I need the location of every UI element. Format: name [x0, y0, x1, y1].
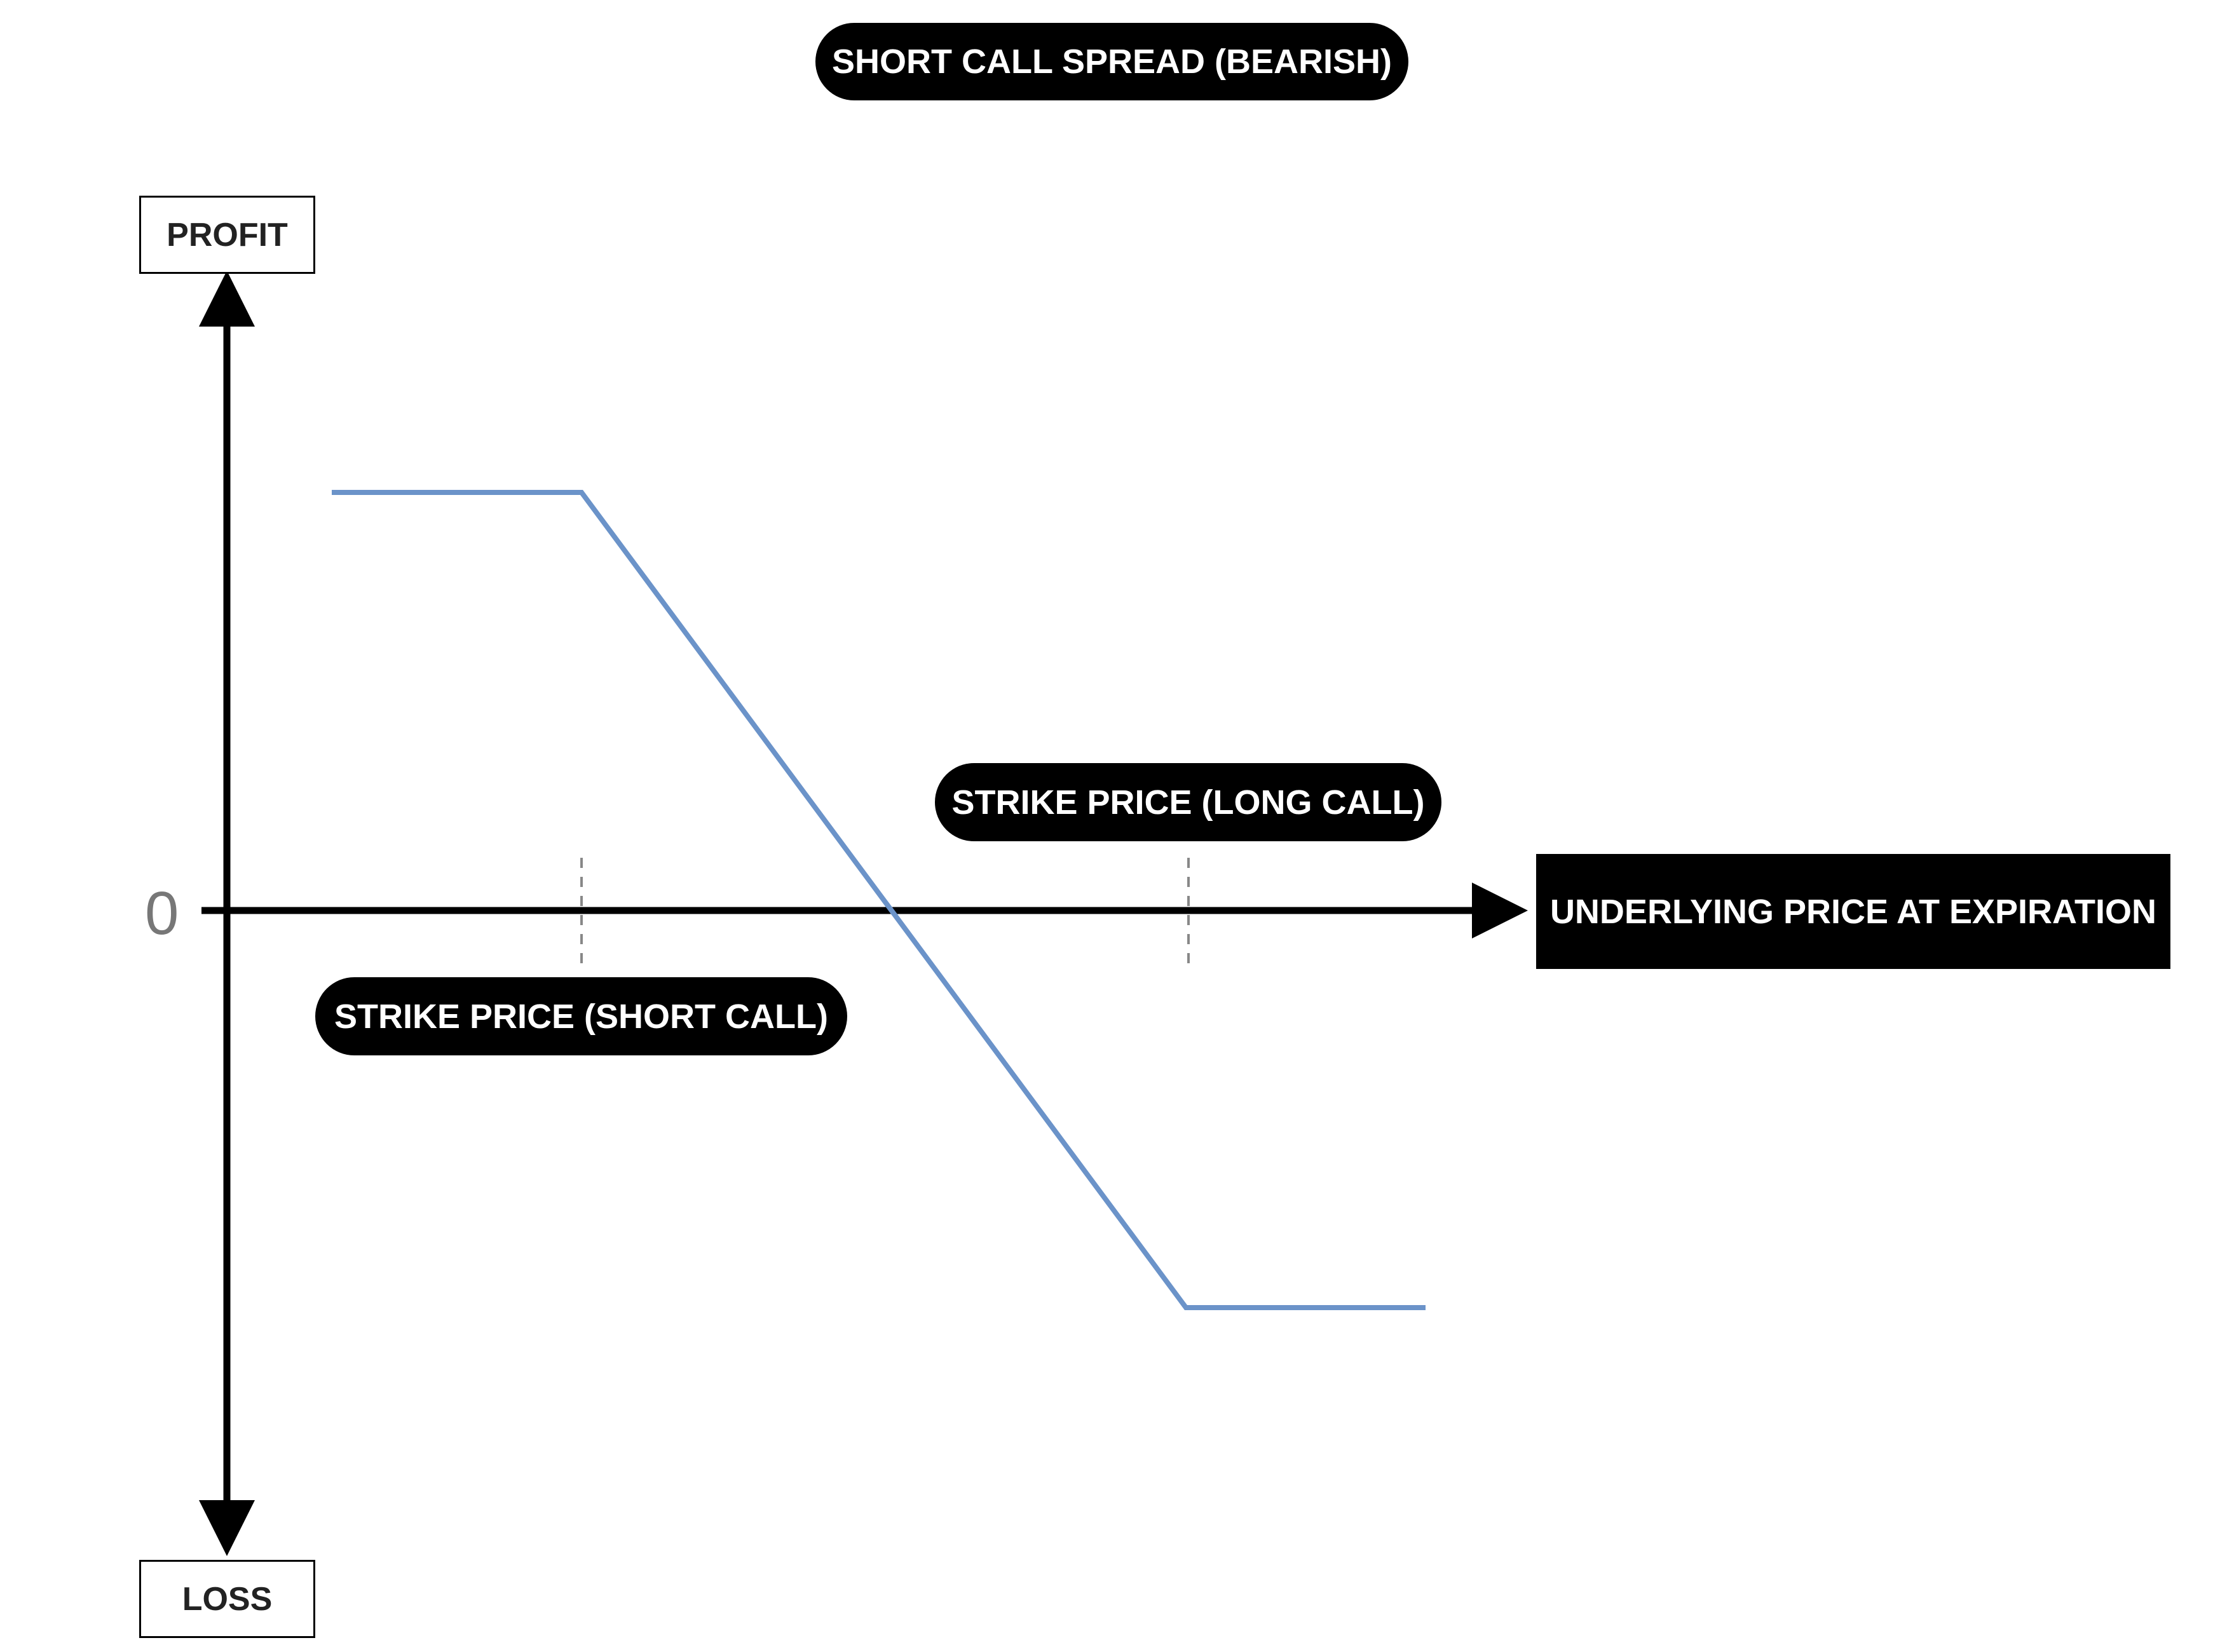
diagram-title: SHORT CALL SPREAD (BEARISH) [815, 23, 1408, 100]
profit-label: PROFIT [139, 196, 315, 274]
short-call-strike-label: STRIKE PRICE (SHORT CALL) [315, 977, 847, 1055]
x-axis-label: UNDERLYING PRICE AT EXPIRATION [1536, 854, 2170, 969]
payoff-line [332, 490, 1426, 1310]
long-call-strike-label: STRIKE PRICE (LONG CALL) [935, 763, 1441, 841]
zero-label: 0 [145, 879, 179, 947]
loss-label: LOSS [139, 1560, 315, 1638]
